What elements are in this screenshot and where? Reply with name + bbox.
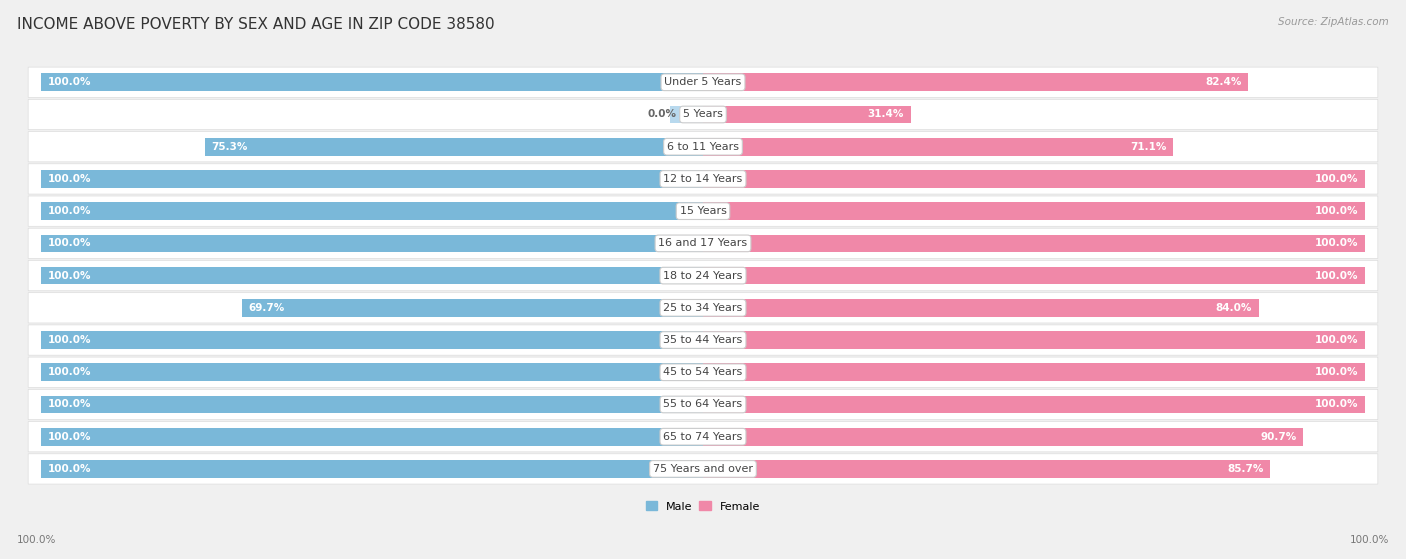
FancyBboxPatch shape [28,67,1378,97]
FancyBboxPatch shape [703,202,1365,220]
Text: 16 and 17 Years: 16 and 17 Years [658,238,748,248]
Text: 90.7%: 90.7% [1260,432,1296,442]
FancyBboxPatch shape [41,235,703,252]
FancyBboxPatch shape [41,363,703,381]
FancyBboxPatch shape [28,164,1378,194]
FancyBboxPatch shape [41,170,703,188]
Text: 100.0%: 100.0% [48,238,91,248]
Text: 100.0%: 100.0% [1315,238,1358,248]
Text: INCOME ABOVE POVERTY BY SEX AND AGE IN ZIP CODE 38580: INCOME ABOVE POVERTY BY SEX AND AGE IN Z… [17,17,495,32]
Text: 100.0%: 100.0% [1315,174,1358,184]
FancyBboxPatch shape [41,331,703,349]
Legend: Male, Female: Male, Female [641,497,765,516]
Text: 45 to 54 Years: 45 to 54 Years [664,367,742,377]
Text: 100.0%: 100.0% [48,367,91,377]
Text: 18 to 24 Years: 18 to 24 Years [664,271,742,281]
Text: 100.0%: 100.0% [48,206,91,216]
FancyBboxPatch shape [28,325,1378,355]
Text: 100.0%: 100.0% [48,464,91,474]
FancyBboxPatch shape [41,73,703,91]
Text: 100.0%: 100.0% [48,400,91,410]
FancyBboxPatch shape [41,460,703,478]
Text: 84.0%: 84.0% [1216,303,1253,313]
Text: 100.0%: 100.0% [1315,335,1358,345]
FancyBboxPatch shape [28,196,1378,226]
Text: 31.4%: 31.4% [868,110,904,120]
Text: 100.0%: 100.0% [1315,400,1358,410]
Text: 100.0%: 100.0% [1315,271,1358,281]
Text: 69.7%: 69.7% [249,303,285,313]
Text: 100.0%: 100.0% [48,271,91,281]
FancyBboxPatch shape [28,357,1378,387]
FancyBboxPatch shape [703,170,1365,188]
FancyBboxPatch shape [703,331,1365,349]
FancyBboxPatch shape [703,73,1249,91]
FancyBboxPatch shape [703,138,1174,155]
FancyBboxPatch shape [41,267,703,285]
FancyBboxPatch shape [703,396,1365,413]
Text: 82.4%: 82.4% [1205,77,1241,87]
Text: Source: ZipAtlas.com: Source: ZipAtlas.com [1278,17,1389,27]
Text: 5 Years: 5 Years [683,110,723,120]
Text: 100.0%: 100.0% [1315,367,1358,377]
FancyBboxPatch shape [703,235,1365,252]
FancyBboxPatch shape [28,260,1378,291]
FancyBboxPatch shape [28,389,1378,420]
FancyBboxPatch shape [703,267,1365,285]
FancyBboxPatch shape [28,100,1378,130]
Text: 100.0%: 100.0% [48,174,91,184]
Text: 35 to 44 Years: 35 to 44 Years [664,335,742,345]
Text: 6 to 11 Years: 6 to 11 Years [666,142,740,151]
Text: 100.0%: 100.0% [48,335,91,345]
Text: Under 5 Years: Under 5 Years [665,77,741,87]
FancyBboxPatch shape [242,299,703,317]
FancyBboxPatch shape [703,428,1303,446]
FancyBboxPatch shape [28,228,1378,258]
FancyBboxPatch shape [28,454,1378,484]
Text: 75 Years and over: 75 Years and over [652,464,754,474]
Text: 85.7%: 85.7% [1227,464,1264,474]
FancyBboxPatch shape [669,106,703,124]
Text: 65 to 74 Years: 65 to 74 Years [664,432,742,442]
FancyBboxPatch shape [28,421,1378,452]
FancyBboxPatch shape [703,363,1365,381]
FancyBboxPatch shape [703,106,911,124]
FancyBboxPatch shape [205,138,703,155]
Text: 100.0%: 100.0% [48,77,91,87]
Text: 100.0%: 100.0% [1350,535,1389,545]
FancyBboxPatch shape [703,460,1270,478]
Text: 0.0%: 0.0% [648,110,676,120]
Text: 15 Years: 15 Years [679,206,727,216]
FancyBboxPatch shape [41,428,703,446]
Text: 55 to 64 Years: 55 to 64 Years [664,400,742,410]
Text: 100.0%: 100.0% [1315,206,1358,216]
FancyBboxPatch shape [28,131,1378,162]
FancyBboxPatch shape [41,202,703,220]
FancyBboxPatch shape [28,293,1378,323]
Text: 25 to 34 Years: 25 to 34 Years [664,303,742,313]
FancyBboxPatch shape [703,299,1258,317]
Text: 100.0%: 100.0% [48,432,91,442]
FancyBboxPatch shape [41,396,703,413]
Text: 100.0%: 100.0% [17,535,56,545]
Text: 75.3%: 75.3% [211,142,247,151]
Text: 71.1%: 71.1% [1130,142,1167,151]
Text: 12 to 14 Years: 12 to 14 Years [664,174,742,184]
